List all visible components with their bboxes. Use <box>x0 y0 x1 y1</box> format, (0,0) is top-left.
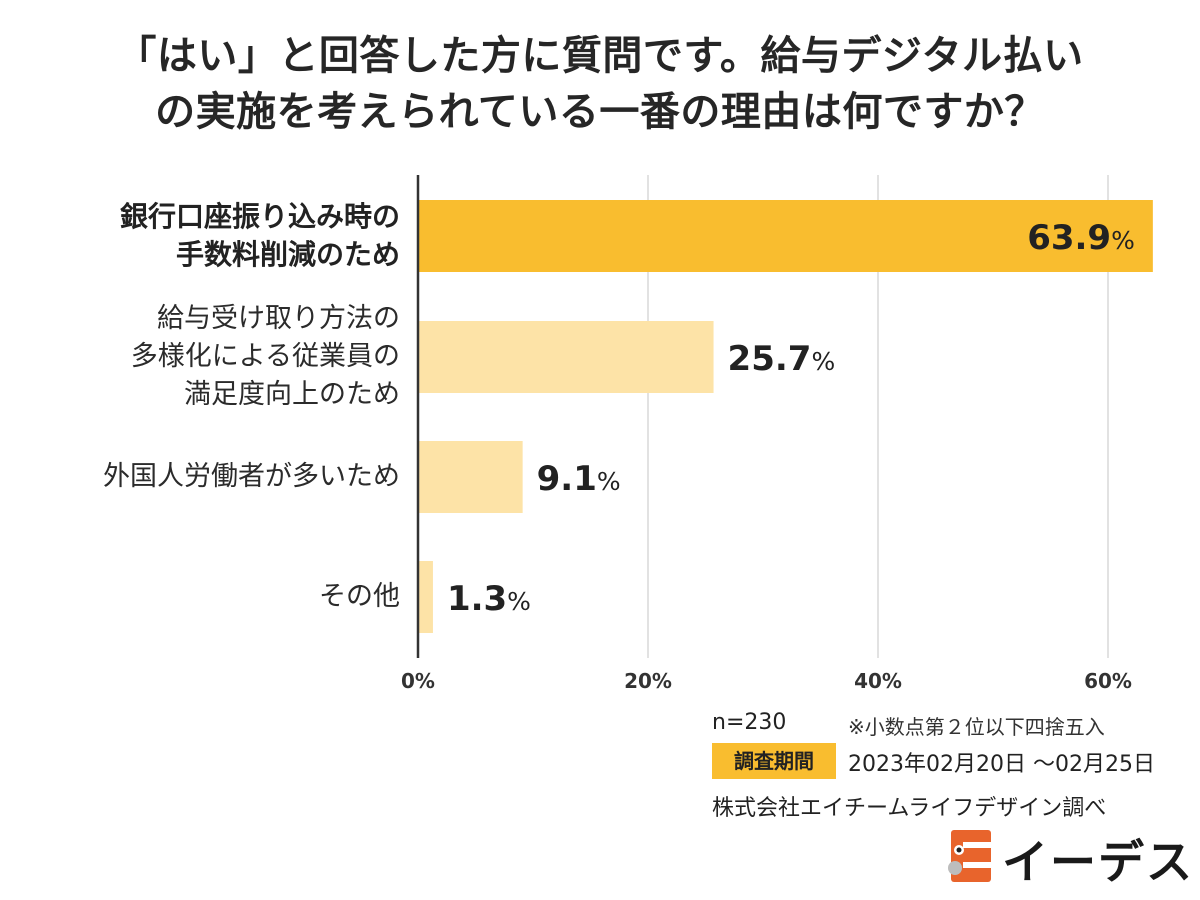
x-tick-label: 60% <box>1084 669 1132 693</box>
category-label-line: 外国人労働者が多いため <box>103 461 400 492</box>
bar <box>418 200 1153 272</box>
bar <box>418 321 714 393</box>
category-label-line: 多様化による従業員の <box>130 341 400 372</box>
x-tick-label: 0% <box>401 669 435 693</box>
data-label: 63.9% <box>1027 218 1135 258</box>
logo-text: イーデス <box>1002 835 1194 889</box>
category-label: 給与受け取り方法の多様化による従業員の満足度向上のため <box>30 300 400 414</box>
data-label: 9.1% <box>537 459 621 499</box>
data-label: 1.3% <box>447 579 531 619</box>
credit: 株式会社エイチームライフデザイン調べ <box>712 796 1107 821</box>
survey-period-badge: 調査期間 <box>712 743 836 779</box>
mascot-logo-icon <box>948 830 991 882</box>
category-label: その他 <box>30 578 400 616</box>
data-label: 25.7% <box>728 339 836 379</box>
title-line-1: 「はい」と回答した方に質問です。給与デジタル払い <box>116 33 1084 79</box>
category-label: 銀行口座振り込み時の手数料削減のため <box>30 198 400 274</box>
bar <box>418 441 523 513</box>
x-tick-label: 20% <box>624 669 672 693</box>
bar-chart: 0% 20% 40% 60% 63.9% 25.7% 9.1% 1.3% <box>401 175 1153 693</box>
x-tick-label: 40% <box>854 669 902 693</box>
chart-title: 「はい」と回答した方に質問です。給与デジタル払い の実施を考えられている一番の理… <box>0 28 1200 140</box>
category-label-line: 満足度向上のため <box>184 379 400 410</box>
bar <box>418 561 433 633</box>
category-label-line: その他 <box>319 581 400 612</box>
sample-size: n=230 <box>712 710 787 735</box>
category-label: 外国人労働者が多いため <box>30 458 400 496</box>
title-line-2: の実施を考えられている一番の理由は何ですか？ <box>155 89 1045 135</box>
rounding-note: ※小数点第２位以下四捨五入 <box>848 715 1105 739</box>
category-label-line: 銀行口座振り込み時の <box>119 200 400 233</box>
category-label-line: 手数料削減のため <box>175 238 400 271</box>
category-label-line: 給与受け取り方法の <box>157 303 400 334</box>
survey-period: 2023年02月20日 ～02月25日 <box>848 752 1155 777</box>
